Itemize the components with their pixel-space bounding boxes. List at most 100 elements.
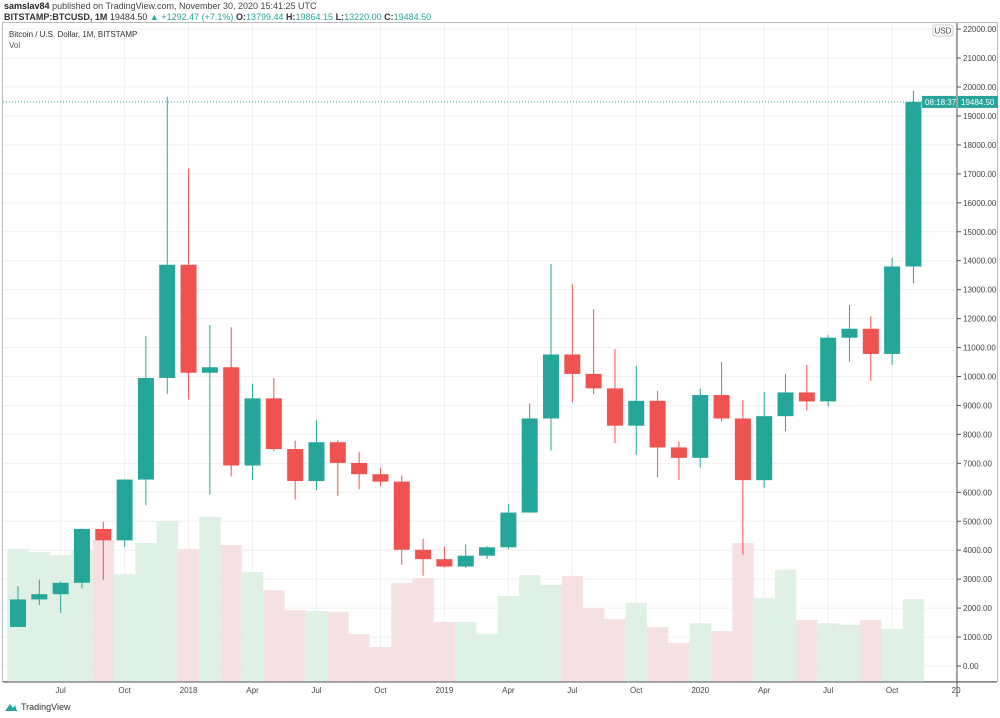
candle-body (116, 479, 133, 541)
volume-bar (327, 611, 349, 682)
volume-bar (114, 573, 136, 682)
candle-body (905, 101, 922, 267)
candle-body (479, 547, 496, 556)
price-tick-label: 19000.00 (963, 112, 997, 121)
volume-bar (774, 569, 797, 682)
volume-bar (305, 610, 328, 682)
candle-body (606, 388, 623, 426)
volume-bar (199, 516, 221, 682)
price-tick-label: 5000.00 (963, 517, 992, 526)
volume-bar (647, 626, 669, 682)
volume-bar (604, 619, 626, 682)
volume-bar (753, 597, 775, 682)
last-price: 19484.50 (109, 12, 148, 22)
candle-body (329, 442, 346, 463)
candle-body (692, 395, 709, 458)
candle-body (137, 377, 154, 480)
volume-bar (135, 542, 157, 682)
time-tick-label: 20 (952, 686, 961, 695)
candle-body (798, 392, 815, 402)
price-tick-label: 7000.00 (963, 459, 992, 468)
price-tick-label: 8000.00 (963, 430, 992, 439)
price-tick-label: 3000.00 (963, 575, 992, 584)
volume-bar (412, 577, 434, 682)
price-tick-label: 11000.00 (963, 344, 996, 353)
publisher: samslav84 (4, 1, 50, 11)
candle-body (393, 481, 410, 550)
candle-body (585, 373, 602, 389)
volume-bar (519, 575, 541, 682)
volume-bar (284, 610, 306, 682)
price-tick-label: 15000.00 (963, 228, 997, 237)
volume-bar (348, 634, 370, 682)
publish-info: samslav84 published on TradingView.com, … (4, 1, 317, 11)
close-value: 19484.50 (393, 12, 432, 22)
volume-bar (668, 642, 690, 682)
volume-bar (902, 599, 925, 682)
candle-body (372, 474, 389, 482)
symbol: BITSTAMP:BTCUSD, 1M (4, 12, 108, 22)
volume-bar (92, 540, 114, 682)
chart-legend-title: Bitcoin / U.S. Dollar, 1M, BITSTAMP (9, 30, 138, 39)
open-label: O: (235, 12, 246, 22)
candle-body (180, 264, 197, 373)
candle-body (820, 337, 837, 402)
volume-bar (497, 595, 520, 682)
candle-body (862, 328, 879, 354)
open-value: 13799.44 (245, 12, 284, 22)
price-tick-label: 10000.00 (963, 373, 997, 382)
candle-body (31, 594, 48, 600)
volume-bar (860, 619, 882, 682)
volume-bar (540, 584, 562, 682)
price-tick-label: 1000.00 (963, 633, 992, 642)
time-tick-label: Jul (311, 686, 321, 695)
volume-bar (817, 623, 839, 682)
candle-body (265, 398, 282, 450)
candle-body (415, 549, 432, 560)
price-tick-label: 4000.00 (963, 546, 992, 555)
price-tick-label: 9000.00 (963, 401, 992, 410)
candle-body (52, 582, 69, 595)
candle-body (95, 528, 112, 541)
candle-body (10, 599, 26, 627)
price-tick-label: 6000.00 (963, 488, 992, 497)
price-tick-label: 20000.00 (963, 83, 997, 92)
time-tick-label: Jul (56, 686, 66, 695)
volume-bar (28, 551, 51, 682)
volume-bar (50, 555, 72, 682)
candle-body (543, 354, 559, 419)
time-tick-label: Jul (567, 686, 577, 695)
price-tick-label: 0.00 (963, 662, 979, 671)
candle-body (436, 559, 453, 567)
ohlc-header: BITSTAMP:BTCUSD, 1M 19484.50 ▲ +1292.47 … (4, 12, 431, 22)
volume-bar (433, 621, 456, 682)
price-tick-label: 21000.00 (963, 54, 997, 63)
volume-bar (241, 571, 264, 682)
countdown-tag (922, 95, 956, 108)
time-tick-label: 2019 (436, 686, 454, 695)
volume-bar (391, 582, 413, 682)
candle-body (884, 266, 901, 354)
low-label: L: (335, 12, 345, 22)
publish-date: published on TradingView.com, November 3… (52, 1, 317, 11)
volume-bar (71, 550, 93, 682)
time-tick-label: Oct (886, 686, 899, 695)
high-label: H: (286, 12, 296, 22)
candle-body (628, 400, 645, 426)
volume-bar (369, 646, 392, 682)
candle-body (841, 328, 858, 338)
time-tick-label: Jul (823, 686, 833, 695)
tradingview-logo[interactable]: TradingView (4, 702, 71, 712)
price-tick-label: 13000.00 (963, 286, 997, 295)
candle-body (244, 398, 261, 466)
volume-bar (583, 608, 605, 682)
candle-body (351, 462, 368, 475)
candle-body (713, 395, 730, 419)
time-tick-label: 2020 (691, 686, 709, 695)
currency-label: USD (935, 27, 952, 36)
time-tick-label: Apr (246, 686, 259, 695)
volume-bar (220, 544, 242, 682)
up-arrow-icon: ▲ (149, 12, 159, 22)
candle-body (201, 367, 218, 373)
